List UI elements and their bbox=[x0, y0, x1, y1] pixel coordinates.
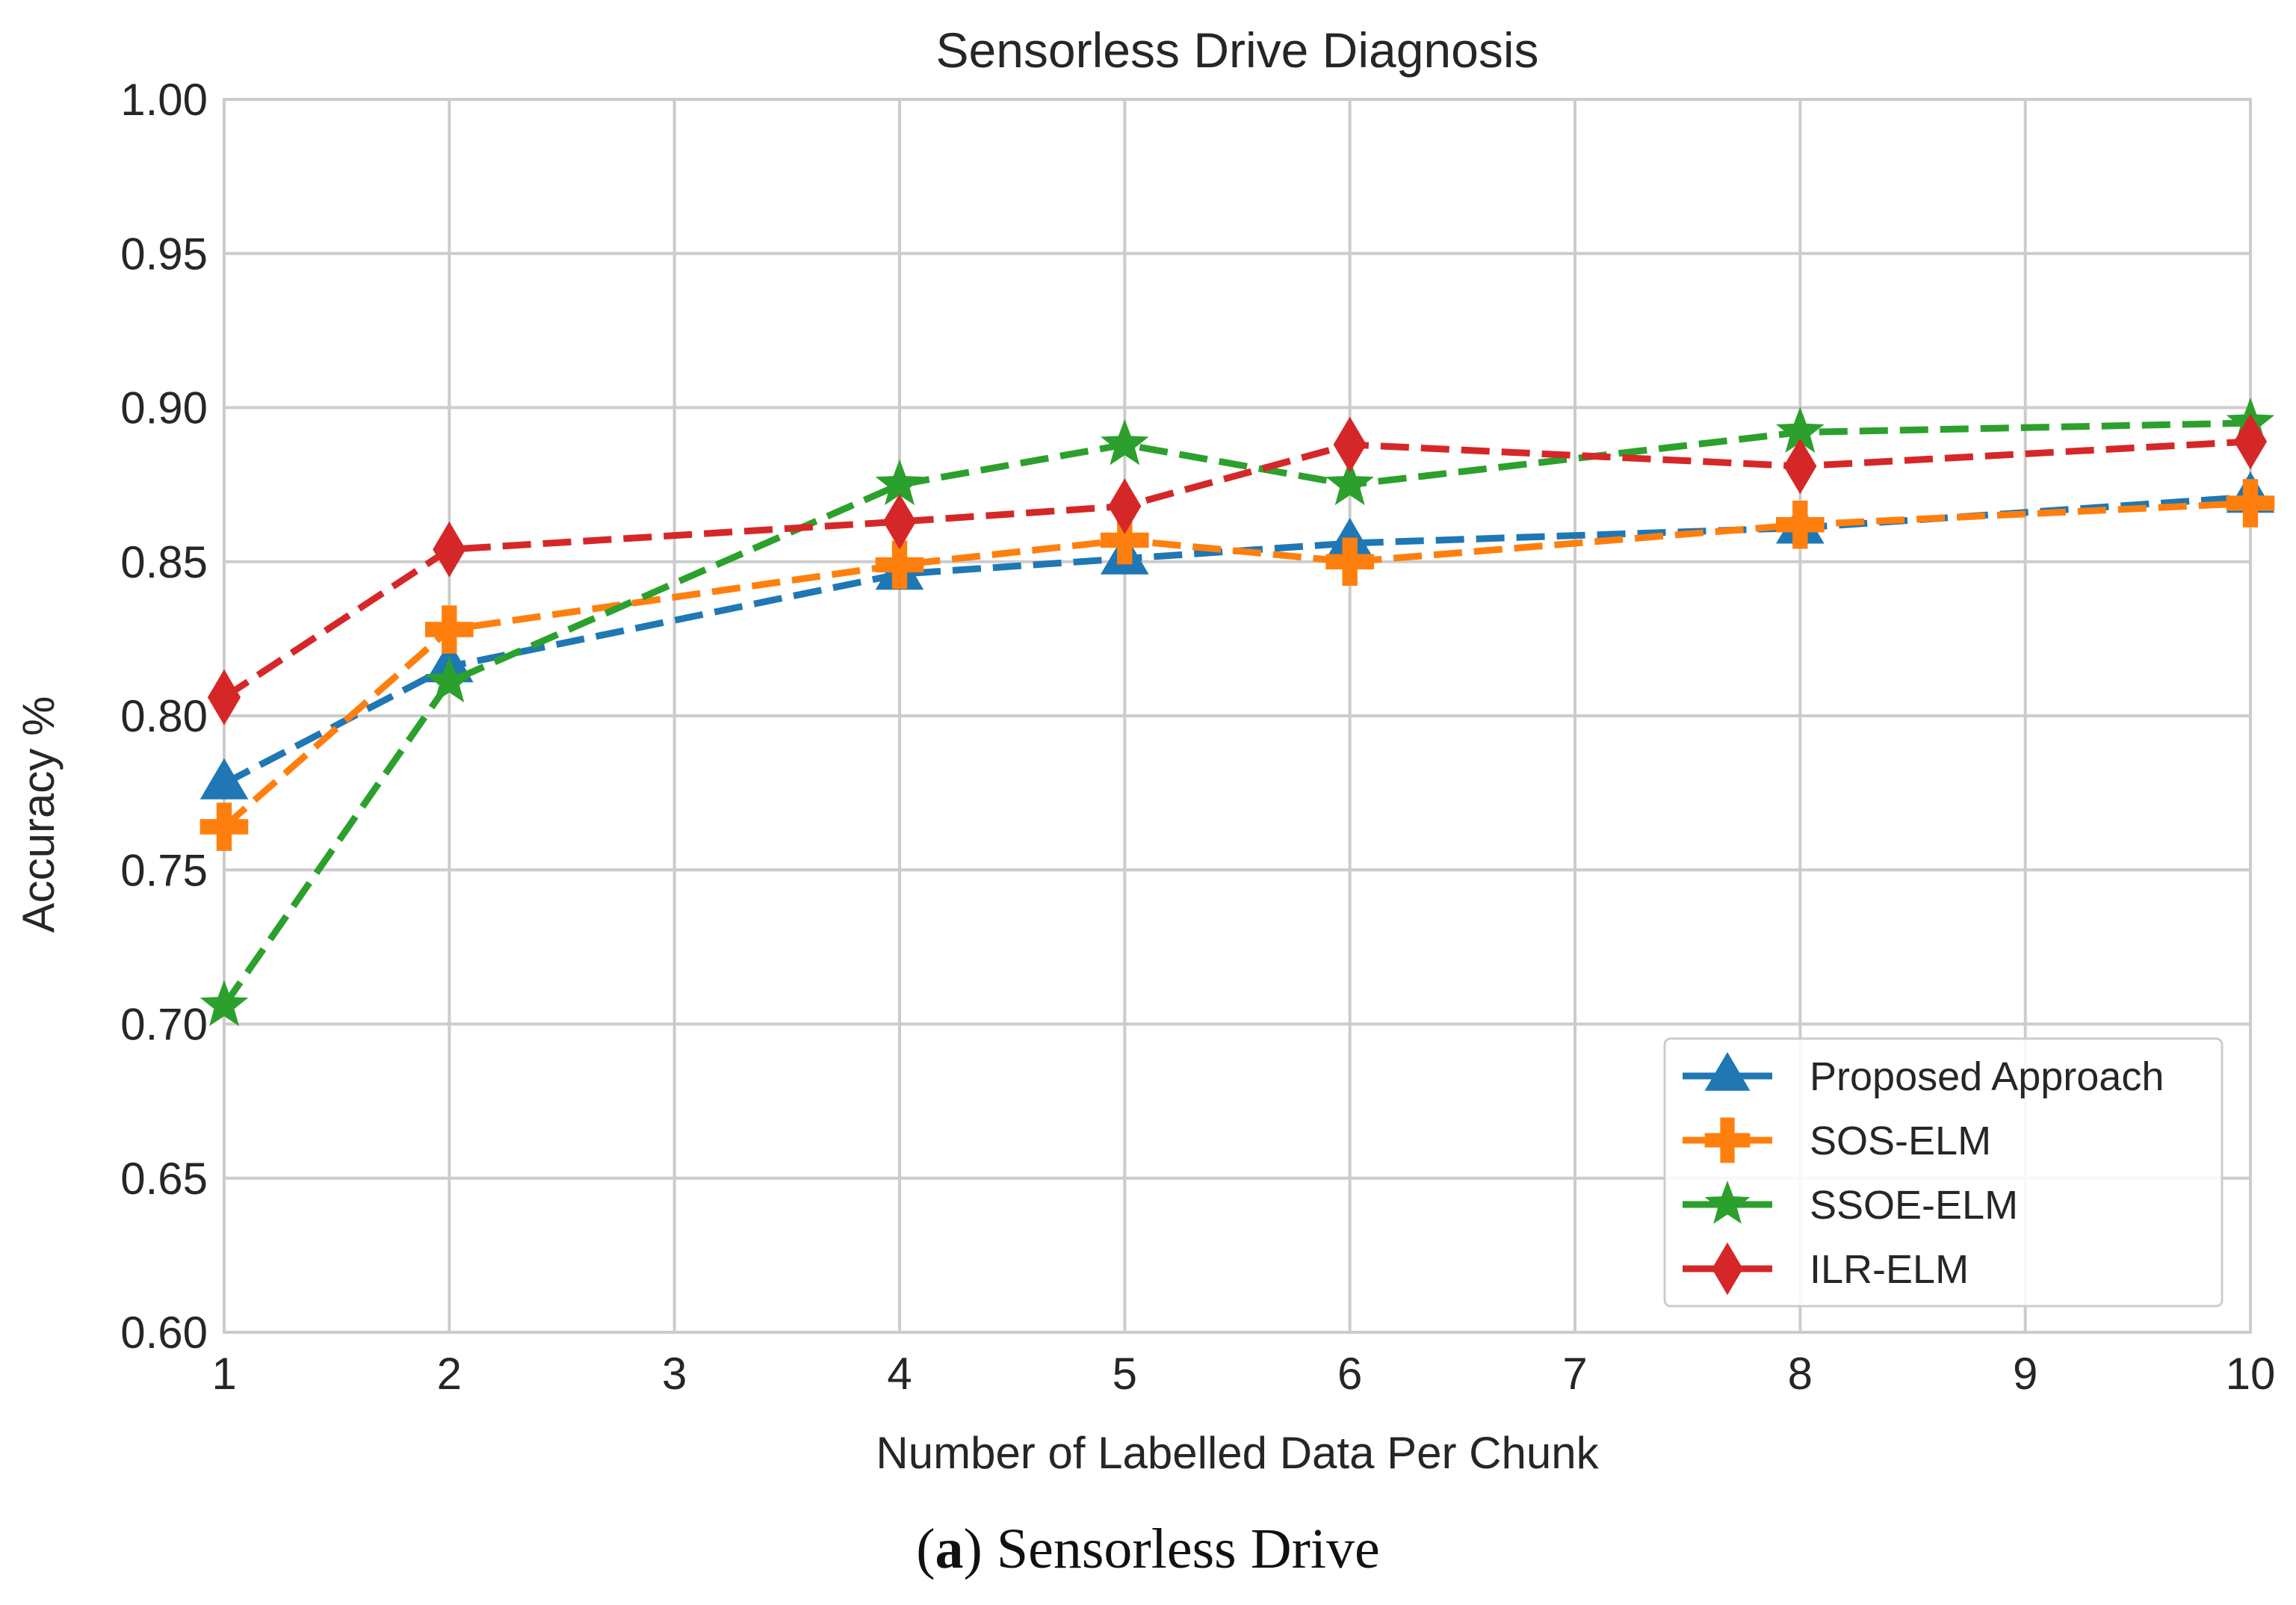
chart-title: Sensorless Drive Diagnosis bbox=[936, 22, 1539, 78]
data-point bbox=[1101, 419, 1149, 466]
legend-item: ILR-ELM bbox=[1683, 1242, 1969, 1296]
data-point bbox=[875, 540, 924, 590]
tick-labels: 1 2 3 4 5 6 7 8 9 10 0.60 0.65 0.70 0.75 0.80 0.85 0.90 0… bbox=[120, 75, 2275, 1399]
data-point bbox=[1776, 406, 1825, 453]
y-tick-label: 0.60 bbox=[120, 1308, 208, 1358]
y-tick-label: 0.70 bbox=[120, 1000, 208, 1050]
data-point bbox=[1325, 537, 1374, 586]
x-tick-label: 10 bbox=[2226, 1349, 2276, 1399]
x-tick-label: 4 bbox=[887, 1349, 912, 1399]
x-tick-label: 5 bbox=[1113, 1349, 1137, 1399]
series-ilr-elm bbox=[207, 413, 2268, 726]
legend-label: Proposed Approach bbox=[1810, 1054, 2164, 1099]
y-tick-label: 0.85 bbox=[120, 537, 208, 587]
y-tick-label: 0.90 bbox=[120, 383, 208, 433]
x-axis-label: Number of Labelled Data Per Chunk bbox=[876, 1428, 1599, 1478]
data-point bbox=[2233, 413, 2268, 470]
y-tick-label: 0.75 bbox=[120, 845, 208, 895]
legend-label: SSOE-ELM bbox=[1810, 1183, 2018, 1228]
data-point bbox=[425, 656, 474, 703]
legend-marker bbox=[1704, 1052, 1751, 1091]
data-point bbox=[875, 459, 924, 506]
legend-item: SSOE-ELM bbox=[1683, 1181, 2018, 1228]
data-point bbox=[1333, 416, 1367, 473]
x-tick-label: 8 bbox=[1788, 1349, 1813, 1399]
caption-label: a bbox=[935, 1518, 964, 1580]
data-point bbox=[1325, 459, 1374, 506]
x-tick-label: 2 bbox=[437, 1349, 462, 1399]
data-point bbox=[1108, 478, 1142, 534]
data-point bbox=[2226, 479, 2275, 528]
x-tick-label: 6 bbox=[1337, 1349, 1362, 1399]
data-point bbox=[1783, 438, 1817, 495]
data-point bbox=[882, 493, 917, 550]
data-point bbox=[199, 802, 249, 851]
y-axis-label: Accuracy % bbox=[13, 696, 64, 933]
series-sos-elm bbox=[199, 479, 2275, 851]
legend-marker bbox=[1704, 1181, 1751, 1224]
legend-item: Proposed Approach bbox=[1683, 1052, 2164, 1099]
caption-text: Sensorless Drive bbox=[996, 1518, 1380, 1580]
legend-label: SOS-ELM bbox=[1810, 1119, 1991, 1163]
y-tick-label: 1.00 bbox=[120, 75, 208, 125]
legend-marker bbox=[1704, 1117, 1751, 1163]
x-tick-label: 3 bbox=[662, 1349, 687, 1399]
x-tick-label: 7 bbox=[1562, 1349, 1587, 1399]
y-tick-label: 0.65 bbox=[120, 1154, 208, 1204]
data-point bbox=[207, 669, 241, 726]
legend-label: ILR-ELM bbox=[1810, 1247, 1969, 1292]
legend-marker bbox=[1712, 1242, 1743, 1296]
series-layer bbox=[199, 398, 2275, 1027]
data-point bbox=[1101, 516, 1149, 565]
figure-caption: (a) Sensorless Drive bbox=[916, 1518, 1380, 1580]
y-tick-label: 0.95 bbox=[120, 229, 208, 279]
legend-item: SOS-ELM bbox=[1683, 1117, 1991, 1163]
data-point bbox=[199, 758, 249, 800]
data-point bbox=[433, 521, 466, 578]
legend: Proposed Approach SOS-ELM SSOE-ELM ILR-ELM bbox=[1663, 1037, 2224, 1308]
data-point bbox=[199, 980, 249, 1027]
data-point bbox=[425, 605, 474, 654]
data-point bbox=[1776, 501, 1825, 549]
y-tick-label: 0.80 bbox=[120, 691, 208, 741]
legend-box bbox=[1663, 1037, 2224, 1308]
x-tick-label: 9 bbox=[2013, 1349, 2037, 1399]
x-tick-label: 1 bbox=[211, 1349, 236, 1399]
